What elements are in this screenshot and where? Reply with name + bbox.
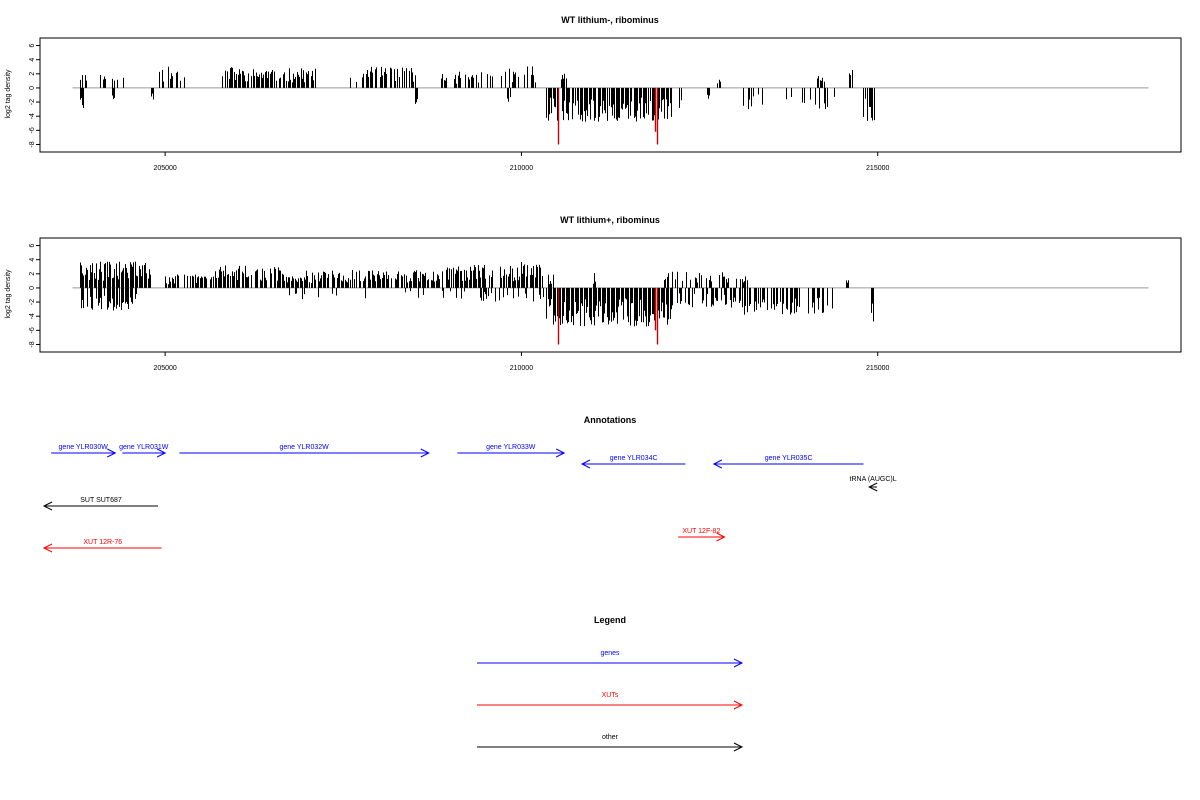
y-tick-label: -8	[29, 141, 36, 147]
legend-label: genes	[600, 650, 620, 657]
panel-lithium-plus: WT lithium+, ribominus log2 tag density …	[5, 215, 1182, 372]
feature-label: tRNA (AUGC)L	[850, 476, 897, 483]
annotation-feature: gene YLR034C	[580, 455, 686, 469]
feature-arrowhead	[580, 459, 591, 469]
legend-entry: genes	[477, 650, 744, 668]
legend-label: XUTs	[602, 692, 619, 699]
y-tick-label: -2	[29, 99, 36, 105]
y-tick-label: -8	[29, 341, 36, 347]
y-axis-label: log2 tag density	[5, 269, 12, 319]
plot-frame	[39, 37, 1182, 153]
y-tick-label: -2	[29, 299, 36, 305]
annotations-title: Annotations	[584, 415, 637, 425]
feature-label: gene YLR035C	[765, 455, 813, 462]
x-axis: 205000 210000 215000	[153, 152, 890, 172]
x-axis: 205000 210000 215000	[153, 352, 890, 372]
y-tick-label: 2	[29, 272, 36, 276]
feature-arrowhead	[42, 501, 53, 511]
annotation-feature: XUT 12R-76	[42, 539, 162, 553]
feature-label: SUT SUT687	[80, 497, 122, 504]
legend: Legend genes XUTs other	[477, 615, 744, 752]
legend-arrowhead	[733, 700, 744, 710]
legend-label: other	[602, 734, 619, 741]
feature-arrowhead	[107, 448, 117, 458]
y-tick-label: 4	[29, 258, 36, 262]
panel-lithium-minus: WT lithium-, ribominus log2 tag density …	[5, 15, 1182, 172]
feature-arrowhead	[42, 543, 53, 553]
y-tick-label: 6	[29, 43, 36, 47]
y-tick-label: -4	[29, 113, 36, 119]
feature-label: XUT 12R-76	[83, 539, 122, 546]
feature-label: gene YLR033W	[486, 444, 536, 451]
feature-label: gene YLR032W	[279, 444, 329, 451]
feature-label: gene YLR034C	[610, 455, 658, 462]
y-tick-label: 0	[29, 86, 36, 90]
y-tick-label: 6	[29, 243, 36, 247]
legend-entry: XUTs	[477, 692, 744, 710]
y-tick-label: 0	[29, 286, 36, 290]
annotation-feature: tRNA (AUGC)L	[850, 476, 897, 492]
y-axis-label: log2 tag density	[5, 69, 12, 119]
feature-arrowhead	[420, 448, 430, 458]
y-tick-label: 4	[29, 58, 36, 62]
feature-label: XUT 12F-82	[682, 528, 720, 535]
y-tick-label: -4	[29, 313, 36, 319]
bars	[72, 261, 1149, 345]
plot-frame	[39, 237, 1182, 353]
annotation-feature: gene YLR033W	[457, 444, 566, 458]
feature-arrowhead	[555, 448, 566, 458]
feature-arrowhead	[868, 482, 878, 492]
y-tick-label: -6	[29, 127, 36, 133]
annotations-track: Annotations gene YLR030W gene YLR031W gene…	[42, 415, 897, 553]
annotation-feature: XUT 12F-82	[678, 528, 726, 542]
legend-entry: other	[477, 734, 744, 752]
annotation-feature: gene YLR030W	[51, 444, 117, 458]
chart-title: WT lithium+, ribominus	[560, 215, 660, 225]
legend-arrowhead	[733, 658, 744, 668]
feature-arrowhead	[156, 448, 167, 458]
legend-title: Legend	[594, 615, 626, 625]
feature-label: gene YLR031W	[119, 444, 169, 451]
x-tick-label: 215000	[866, 365, 889, 372]
y-tick-label: -6	[29, 327, 36, 333]
y-tick-label: 2	[29, 72, 36, 76]
y-axis: 6 4 2 0 -2 -4 -6 -8	[29, 43, 40, 148]
chart-title: WT lithium-, ribominus	[561, 15, 659, 25]
legend-arrowhead	[733, 742, 744, 752]
feature-arrowhead	[716, 532, 726, 542]
x-tick-label: 210000	[510, 365, 533, 372]
bars	[72, 66, 1149, 145]
x-tick-label: 205000	[153, 365, 176, 372]
feature-arrowhead	[712, 459, 723, 469]
feature-label: gene YLR030W	[59, 444, 109, 451]
annotation-feature: gene YLR031W	[119, 444, 169, 458]
x-tick-label: 205000	[153, 165, 176, 172]
x-tick-label: 210000	[510, 165, 533, 172]
x-tick-label: 215000	[866, 165, 889, 172]
annotation-feature: gene YLR035C	[712, 455, 864, 469]
y-axis: 6 4 2 0 -2 -4 -6 -8	[29, 243, 40, 348]
annotation-feature: SUT SUT687	[42, 497, 159, 511]
annotation-feature: gene YLR032W	[179, 444, 430, 458]
